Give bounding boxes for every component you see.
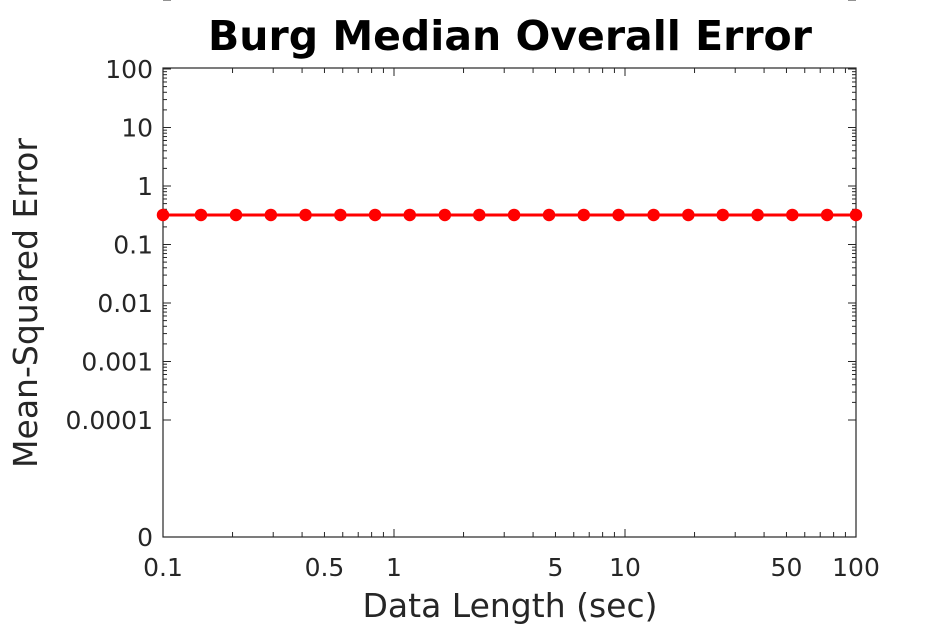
- data-point: [682, 208, 695, 222]
- data-point: [716, 208, 730, 222]
- data-point: [612, 208, 625, 222]
- x-tick-label: 10: [609, 553, 641, 582]
- data-point: [194, 208, 208, 222]
- data-point: [334, 208, 347, 222]
- x-tick-label: 0.1: [143, 553, 183, 582]
- data-point: [577, 208, 591, 222]
- y-axis-label: Mean-Squared Error: [6, 138, 45, 468]
- data-point: [156, 208, 170, 222]
- x-tick-label: 0.5: [305, 553, 345, 582]
- x-axis-label: Data Length (sec): [363, 586, 658, 625]
- x-tick-label: 1: [386, 553, 402, 582]
- plot-frame: [162, 67, 857, 538]
- x-tick-label: 5: [548, 553, 564, 582]
- y-tick-label: 0: [137, 523, 153, 552]
- data-point: [751, 208, 764, 222]
- y-tick-label: 1: [137, 172, 153, 201]
- data-point: [264, 208, 278, 222]
- y-tick-label: 0.01: [97, 289, 153, 318]
- data-point: [849, 208, 863, 222]
- tick-marks: [162, 0, 857, 537]
- y-tick-label: 10: [121, 114, 153, 143]
- data-point: [507, 208, 521, 222]
- data-point: [647, 208, 660, 222]
- y-tick-label: 0.0001: [66, 406, 153, 435]
- data-point: [820, 208, 834, 222]
- data-point: [542, 208, 556, 222]
- data-point: [473, 208, 486, 222]
- x-tick-label: 50: [771, 553, 803, 582]
- data-point: [786, 208, 799, 222]
- data-point: [299, 208, 312, 222]
- data-point: [229, 208, 243, 222]
- x-tick-labels: 0.1 0.5 1 5 10 50 100: [143, 553, 880, 582]
- y-tick-label: 100: [105, 55, 153, 84]
- chart-title: Burg Median Overall Error: [208, 12, 813, 60]
- data-point: [368, 208, 382, 222]
- data-point: [438, 208, 452, 222]
- y-tick-label: 0.001: [81, 348, 153, 377]
- y-tick-labels: 0 0.0001 0.001 0.01 0.1 1 10 100: [66, 55, 153, 552]
- series-layer: [156, 208, 863, 222]
- y-tick-label: 0.1: [113, 231, 153, 260]
- x-tick-label: 100: [832, 553, 880, 582]
- data-point: [403, 208, 417, 222]
